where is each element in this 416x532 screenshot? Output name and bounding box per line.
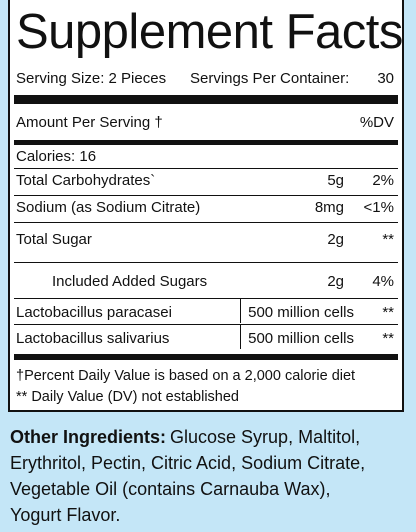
nutrient-name: Included Added Sugars bbox=[52, 273, 208, 290]
rule bbox=[14, 298, 398, 299]
ingredients-text: Glucose Syrup, Maltitol, bbox=[170, 427, 361, 447]
ingredients-label: Other Ingredients: bbox=[10, 427, 167, 447]
nutrient-dv: 4% bbox=[372, 273, 394, 290]
ingredients-text: Yogurt Flavor. bbox=[10, 505, 121, 525]
calories: Calories: 16 bbox=[16, 148, 97, 165]
nutrient-dv: ** bbox=[382, 304, 394, 321]
nutrient-amount: 2g bbox=[327, 231, 344, 248]
nutrient-name: Total Carbohydrates` bbox=[16, 172, 156, 189]
rule bbox=[14, 168, 398, 169]
container-count: 30 bbox=[377, 70, 394, 87]
nutrient-amount: 2g bbox=[327, 273, 344, 290]
ingredients-text: Vegetable Oil (contains Carnauba Wax), bbox=[10, 479, 331, 499]
amount-header: Amount Per Serving † bbox=[16, 114, 163, 131]
nutrient-dv: ** bbox=[382, 231, 394, 248]
ingredients-line: Other Ingredients: Glucose Syrup, Maltito… bbox=[10, 424, 365, 450]
other-ingredients: Other Ingredients: Glucose Syrup, Maltito… bbox=[10, 424, 365, 528]
rule bbox=[14, 222, 398, 223]
nutrient-dv: <1% bbox=[363, 199, 394, 216]
dv-header: %DV bbox=[359, 114, 394, 131]
thick-rule bbox=[14, 95, 398, 104]
nutrient-name: Total Sugar bbox=[16, 231, 92, 248]
rule bbox=[14, 324, 398, 325]
footnote: ** Daily Value (DV) not established bbox=[16, 389, 239, 405]
nutrient-name: Lactobacillus salivarius bbox=[16, 330, 170, 347]
nutrient-amount: 8mg bbox=[314, 199, 344, 216]
nutrient-amount: 5g bbox=[327, 172, 344, 189]
ingredients-text: Erythritol, Pectin, Citric Acid, Sodium … bbox=[10, 453, 366, 473]
column-rule bbox=[240, 325, 241, 349]
thick-rule bbox=[14, 354, 398, 360]
nutrient-name: Lactobacillus paracasei bbox=[16, 304, 172, 321]
title: Supplement Facts bbox=[16, 5, 403, 59]
nutrient-dv: ** bbox=[382, 330, 394, 347]
nutrient-name: Sodium (as Sodium Citrate) bbox=[16, 199, 201, 216]
column-rule bbox=[240, 299, 241, 323]
rule bbox=[14, 195, 398, 196]
serving-size: Serving Size: 2 Pieces bbox=[16, 70, 167, 87]
footnote: †Percent Daily Value is based on a 2,000… bbox=[16, 368, 356, 384]
nutrient-amount: 500 million cells bbox=[248, 330, 354, 347]
servings-per-container: Servings Per Container: bbox=[190, 70, 350, 87]
medium-rule bbox=[14, 140, 398, 145]
nutrient-dv: 2% bbox=[372, 172, 394, 189]
supplement-facts-panel: Supplement Facts Serving Size: 2 Pieces … bbox=[8, 0, 404, 412]
rule bbox=[14, 262, 398, 263]
nutrient-amount: 500 million cells bbox=[248, 304, 354, 321]
